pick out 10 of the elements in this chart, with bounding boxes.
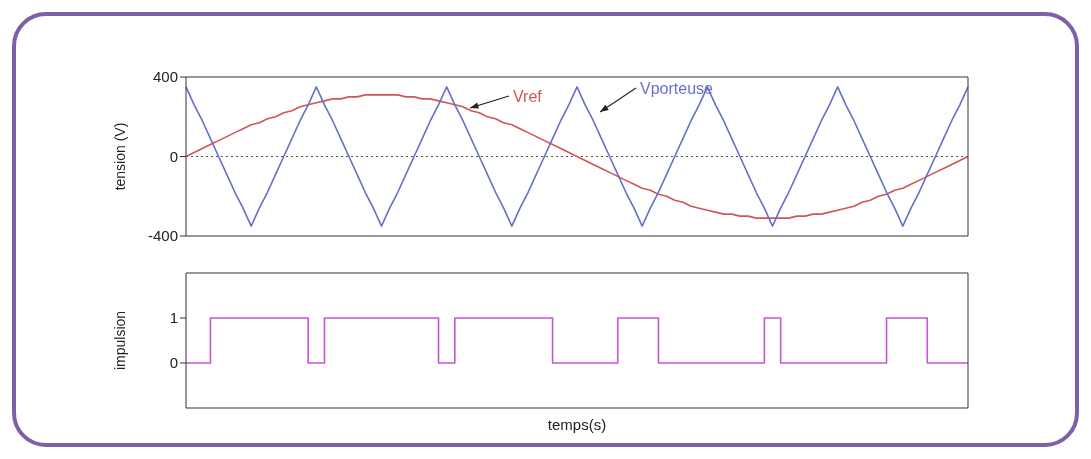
series-label: Vref [513, 88, 543, 105]
y-tick-label: 0 [169, 147, 178, 165]
y-axis-title: tension (V) [111, 122, 128, 191]
y-tick-label: 400 [152, 68, 178, 86]
x-axis-title: temps(s) [547, 416, 607, 433]
y-tick-label: 0 [169, 354, 178, 372]
y-tick-label: -400 [147, 227, 178, 245]
y-tick-label: 1 [169, 309, 178, 327]
y-axis-title: impulsion [111, 310, 128, 371]
series-label: Vporteuse [640, 80, 714, 97]
